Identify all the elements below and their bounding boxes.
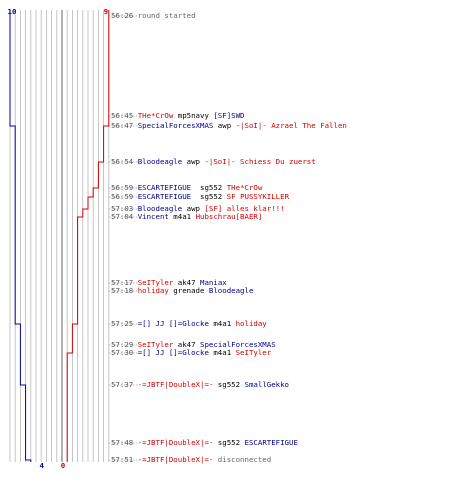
red-team-line	[66, 10, 110, 462]
player-name: [SF] alles klar!!!	[204, 204, 285, 213]
event-row: 57:51 -=JBTF|DoubleX|=- disconnected	[111, 455, 271, 464]
event-time: 57:04	[111, 212, 138, 221]
weapon-label: awp	[213, 121, 236, 130]
weapon-label: sg552	[191, 183, 227, 192]
player-name: -=JBTF|DoubleX|=-	[137, 438, 214, 447]
red-start-count: 9	[104, 7, 108, 16]
event-time: 57:29	[111, 340, 138, 349]
event-time: 56:59	[111, 192, 138, 201]
event-time: 57:03	[111, 204, 138, 213]
event-time: 57:48	[111, 438, 138, 447]
weapon-label: sg552	[191, 192, 227, 201]
player-name: SeITyler	[137, 340, 174, 349]
weapon-label: awp	[182, 157, 205, 166]
event-row: 56:26 round started	[111, 11, 196, 20]
weapon-label: m4a1	[208, 348, 236, 357]
event-row: 56:45 THe*CrOw mp5navy [SF]SWD	[111, 111, 245, 120]
blue-end-count: 4	[39, 461, 44, 470]
player-name: ESCARTEFIGUE	[137, 183, 192, 192]
event-row: 57:04 Vincent m4a1 Hubschrau[BAER]	[111, 212, 262, 221]
player-name: Hubschrau[BAER]	[195, 212, 263, 221]
red-end-count: 0	[61, 461, 65, 470]
event-row: 57:29 SeITyler ak47 SpecialForcesXMAS	[111, 340, 276, 349]
weapon-label: awp	[182, 204, 205, 213]
player-name: -|SoI|- Schiess Du zuerst	[204, 157, 316, 166]
player-name: =[] JJ []=Glocke	[137, 348, 209, 357]
player-name: holiday	[137, 286, 169, 295]
event-row: 57:03 Bloodeagle awp [SF] alles klar!!!	[111, 204, 285, 213]
weapon-label: m4a1	[208, 319, 236, 328]
player-name: =[] JJ []=Glocke	[137, 319, 209, 328]
event-time: 57:37	[111, 380, 138, 389]
weapon-label: grenade	[168, 286, 209, 295]
event-row: 56:59 ESCARTEFIGUE sg552 THe*CrOw	[111, 183, 262, 192]
event-time: 56:26	[111, 11, 138, 20]
event-row: 57:37 -=JBTF|DoubleX|=- sg552 SmallGekko	[111, 380, 289, 389]
player-name: SpecialForcesXMAS	[200, 340, 276, 349]
player-name: SeITyler	[235, 348, 272, 357]
player-name: SmallGekko	[244, 380, 290, 389]
weapon-label: sg552	[213, 380, 245, 389]
player-name: ESCARTEFIGUE	[137, 192, 192, 201]
player-name: holiday	[235, 319, 267, 328]
weapon-label: sg552	[213, 438, 245, 447]
event-row: 57:18 holiday grenade Bloodeagle	[111, 286, 253, 295]
player-name: Bloodeagle	[208, 286, 254, 295]
player-name: ESCARTEFIGUE	[244, 438, 298, 447]
player-name: Bloodeagle	[137, 157, 183, 166]
weapon-label: ak47	[173, 340, 201, 349]
event-time: 57:18	[111, 286, 138, 295]
player-name: SF PUSSYKILLER	[226, 192, 290, 201]
player-name: SpecialForcesXMAS	[137, 121, 214, 130]
player-name: -|SoI|- Azrael The Fallen	[235, 121, 347, 130]
event-time: 56:45	[111, 111, 138, 120]
player-name: Vincent	[137, 212, 169, 221]
player-name: -=JBTF|DoubleX|=-	[137, 455, 214, 464]
event-row: 56:54 Bloodeagle awp -|SoI|- Schiess Du …	[111, 157, 316, 166]
event-time: 57:17	[111, 278, 138, 287]
event-row: 56:59 ESCARTEFIGUE sg552 SF PUSSYKILLER	[111, 192, 289, 201]
event-row: 57:17 SeITyler ak47 Maniax	[111, 278, 227, 287]
event-time: 57:25	[111, 319, 138, 328]
status-text: round started	[137, 11, 196, 20]
event-row: 57:25 =[] JJ []=Glocke m4a1 holiday	[111, 319, 267, 328]
blue-team-line	[9, 10, 32, 462]
player-name: Maniax	[200, 278, 227, 287]
event-row: 57:48 -=JBTF|DoubleX|=- sg552 ESCARTEFIG…	[111, 438, 298, 447]
status-text: disconnected	[213, 455, 272, 464]
player-name: Bloodeagle	[137, 204, 183, 213]
weapon-label: ak47	[173, 278, 201, 287]
weapon-label: mp5navy	[173, 111, 214, 120]
event-time: 56:47	[111, 121, 138, 130]
event-time: 57:51	[111, 455, 138, 464]
player-name: [SF]SWD	[213, 111, 245, 120]
event-time: 56:54	[111, 157, 138, 166]
event-row: 57:30 =[] JJ []=Glocke m4a1 SeITyler	[111, 348, 271, 357]
player-name: THe*CrOw	[137, 111, 174, 120]
event-time: 57:30	[111, 348, 138, 357]
player-name: SeITyler	[137, 278, 174, 287]
player-name: -=JBTF|DoubleX|=-	[137, 380, 214, 389]
player-name: THe*CrOw	[226, 183, 263, 192]
blue-start-count: 10	[8, 7, 17, 16]
event-row: 56:47 SpecialForcesXMAS awp -|SoI|- Azra…	[111, 121, 347, 130]
event-time: 56:59	[111, 183, 138, 192]
weapon-label: m4a1	[168, 212, 196, 221]
